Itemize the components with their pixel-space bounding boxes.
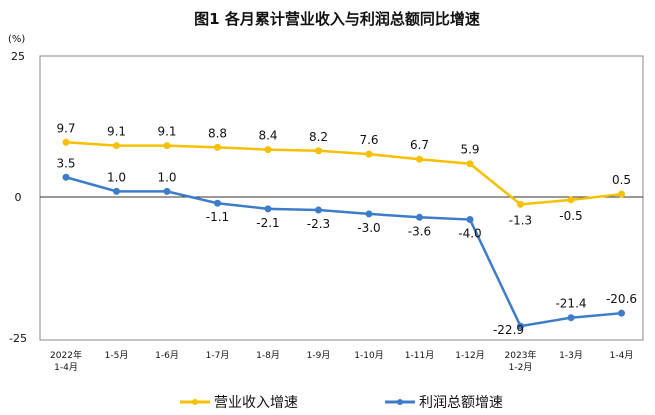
data-label: -0.5	[559, 209, 582, 223]
x-tick-label: 1-6月	[155, 350, 179, 361]
data-point	[264, 146, 272, 154]
data-label: -2.3	[307, 217, 330, 231]
data-label: 9.1	[107, 125, 126, 139]
data-label: 8.2	[309, 130, 328, 144]
data-point	[466, 216, 474, 224]
data-point	[567, 196, 575, 204]
data-point	[416, 213, 423, 221]
data-point	[365, 150, 373, 158]
data-point	[517, 200, 524, 208]
data-point	[416, 155, 423, 163]
data-point	[62, 173, 70, 181]
data-label: 6.7	[410, 138, 429, 152]
x-tick-label: 1-12月	[455, 350, 484, 361]
plot-area	[39, 55, 644, 341]
data-label: -4.0	[458, 227, 481, 241]
x-tick-label-line: 1-2月	[509, 362, 533, 373]
data-label: -2.1	[256, 216, 279, 230]
data-point	[113, 187, 120, 195]
series-group: 9.7 9.1 9.1 8.8 8.4 8.2 7.6 6.7 5.9 -1.3 -0.5 0.5 3.…	[56, 121, 637, 337]
data-label: -3.0	[357, 221, 380, 235]
data-label: 0.5	[612, 173, 631, 187]
x-tick-label: 1-5月	[105, 350, 129, 361]
data-point	[315, 147, 322, 155]
x-tick-label: 1-11月	[405, 350, 434, 361]
legend-marker	[192, 399, 198, 405]
legend-marker	[397, 399, 403, 405]
data-point	[264, 205, 272, 213]
x-tick-label-line: 1-12月	[455, 350, 484, 361]
x-tick-label: 1-7月	[206, 350, 230, 361]
data-point	[365, 210, 373, 218]
data-label: -1.1	[206, 210, 229, 224]
legend: 营业收入增速 利润总额增速	[180, 395, 503, 411]
x-tick-label-line: 1-4月	[54, 362, 78, 373]
data-point	[214, 143, 221, 151]
x-tick-label-line: 1-6月	[155, 350, 179, 361]
data-point	[618, 190, 625, 198]
data-point	[315, 206, 322, 214]
x-tick-label-line: 1-3月	[559, 350, 583, 361]
x-tick-label-line: 1-4月	[610, 350, 634, 361]
data-label: -22.9	[493, 323, 524, 337]
x-tick-label: 2023年 1-2月	[505, 349, 537, 373]
series-line	[65, 176, 622, 328]
x-tick-label-line: 1-9月	[307, 350, 331, 361]
chart-title: 图1 各月累计营业收入与利润总额同比增速	[194, 10, 480, 28]
data-label: 1.0	[107, 170, 126, 184]
data-point	[163, 142, 171, 150]
data-point	[567, 314, 575, 322]
data-point	[517, 322, 524, 330]
x-tick-label: 1-3月	[559, 350, 583, 361]
data-point	[163, 187, 171, 195]
series-line	[65, 141, 622, 206]
data-point	[214, 199, 221, 207]
y-axis-label: (%)	[8, 34, 25, 45]
x-tick-label: 2022年 1-4月	[50, 349, 82, 373]
data-label: 9.1	[157, 125, 176, 139]
x-tick-label: 1-10月	[354, 350, 383, 361]
data-point	[62, 138, 70, 146]
x-tick-label-line: 1-11月	[405, 350, 434, 361]
x-tick-label: 1-8月	[256, 350, 280, 361]
x-tick-label: 1-9月	[307, 350, 331, 361]
y-tick-label: -25	[9, 332, 27, 345]
data-label: 3.5	[56, 156, 75, 170]
data-label: -20.6	[606, 292, 637, 306]
data-label: -21.4	[555, 297, 586, 311]
y-tick-label: 0	[15, 191, 22, 204]
data-point	[618, 309, 625, 317]
data-point	[113, 142, 120, 150]
legend-label: 利润总额增速	[419, 395, 503, 411]
data-label: 8.8	[208, 126, 227, 140]
data-label: 9.7	[56, 121, 75, 135]
data-point	[466, 160, 474, 168]
y-ticks: 25 0 -25	[9, 50, 27, 345]
x-tick-label-line: 1-5月	[105, 350, 129, 361]
data-label: -1.3	[509, 213, 532, 227]
y-tick-label: 25	[11, 50, 25, 63]
data-label: 1.0	[157, 170, 176, 184]
x-tick-label-line: 2023年	[505, 349, 537, 361]
x-tick-label-line: 1-8月	[256, 350, 280, 361]
x-tick-label-line: 2022年	[50, 349, 82, 361]
x-tick-label-line: 1-7月	[206, 350, 230, 361]
legend-label: 营业收入增速	[214, 395, 298, 411]
data-label: -3.6	[408, 224, 431, 238]
x-ticks: 2022年 1-4月1-5月 1-6月 1-7月 1-8月 1-9月 1-10月 1-11月 1…	[50, 349, 633, 373]
data-label: 5.9	[460, 143, 479, 157]
data-label: 7.6	[359, 133, 378, 147]
data-label: 8.4	[258, 129, 277, 143]
x-tick-label-line: 1-10月	[354, 350, 383, 361]
x-tick-label: 1-4月	[610, 350, 634, 361]
